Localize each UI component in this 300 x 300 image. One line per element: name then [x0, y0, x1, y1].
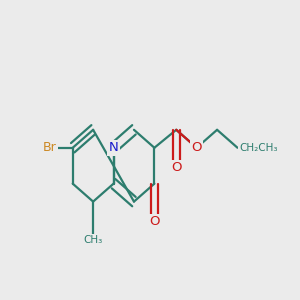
- Text: O: O: [171, 161, 181, 174]
- Text: N: N: [109, 141, 118, 154]
- Text: CH₃: CH₃: [83, 235, 103, 245]
- Text: O: O: [149, 215, 160, 228]
- Text: CH₂CH₃: CH₂CH₃: [239, 143, 278, 153]
- Text: Br: Br: [43, 141, 56, 154]
- Text: O: O: [191, 141, 202, 154]
